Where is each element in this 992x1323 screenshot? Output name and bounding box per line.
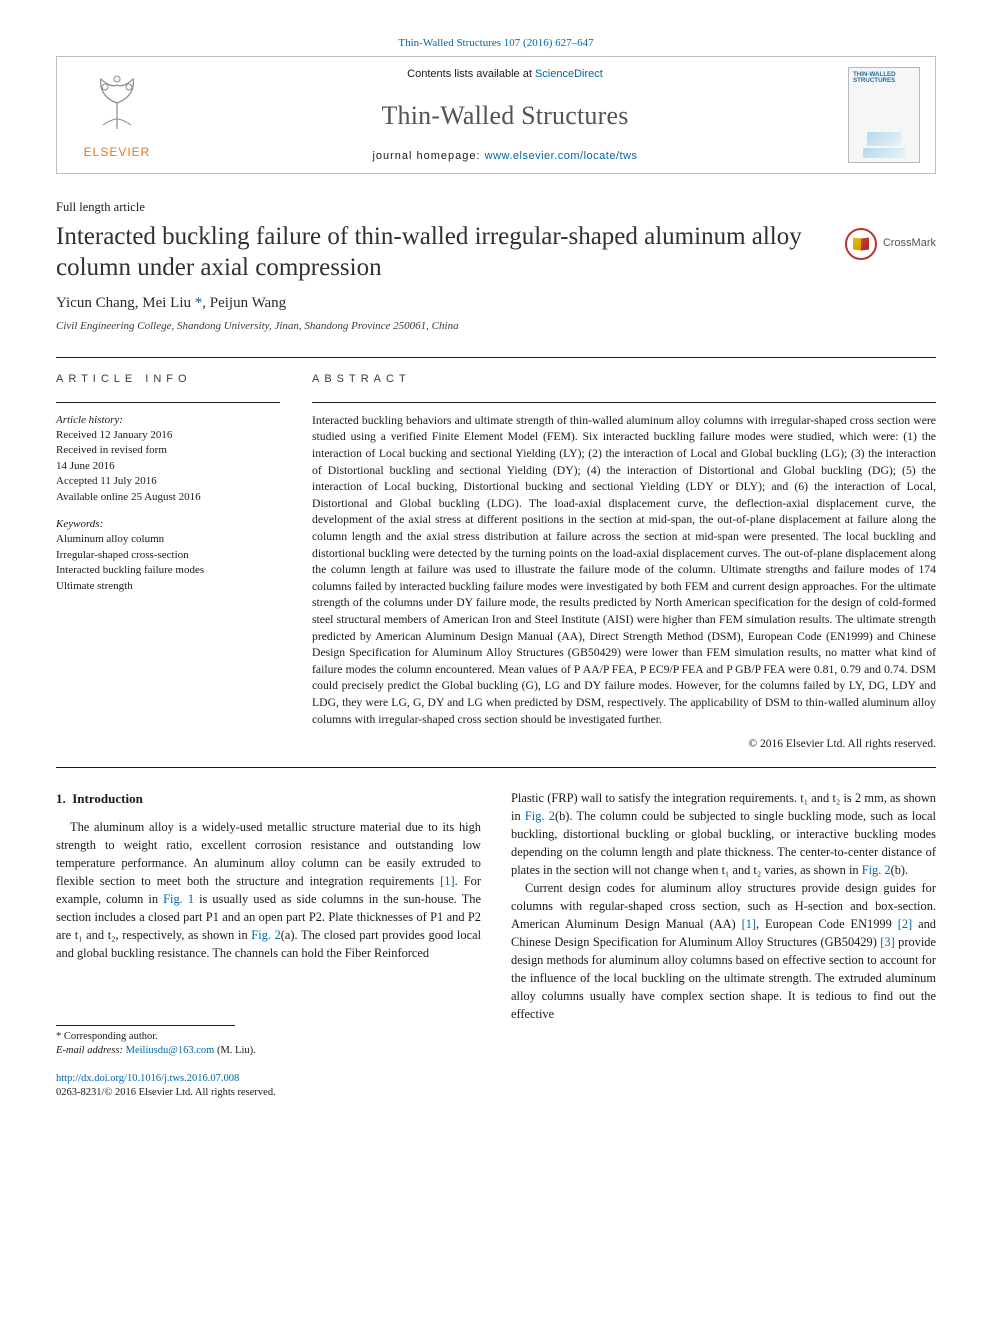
abstract-column: ABSTRACT Interacted buckling behaviors a… — [312, 372, 936, 753]
homepage-line: journal homepage: www.elsevier.com/locat… — [372, 149, 637, 165]
footnotes: * Corresponding author. E-mail address: … — [56, 1030, 481, 1058]
article-info-column: ARTICLE INFO Article history: Received 1… — [56, 372, 280, 753]
ref-link-1b[interactable]: [1] — [742, 917, 756, 931]
journal-name: Thin-Walled Structures — [381, 97, 628, 135]
journal-header: ELSEVIER Contents lists available at Sci… — [56, 56, 936, 174]
publisher-cell: ELSEVIER — [57, 57, 177, 173]
crossmark-label: CrossMark — [883, 236, 936, 252]
crossmark-badge[interactable]: CrossMark — [845, 222, 936, 260]
homepage-prefix: journal homepage: — [372, 150, 484, 162]
keywords-label: Keywords: — [56, 517, 280, 532]
contents-prefix: Contents lists available at — [407, 68, 535, 80]
abstract-heading: ABSTRACT — [312, 372, 936, 388]
fig-link-1[interactable]: Fig. 1 — [163, 892, 194, 906]
ref-link-2[interactable]: [2] — [898, 917, 912, 931]
ref-link-1[interactable]: [1] — [440, 874, 454, 888]
abstract-rule — [312, 402, 936, 403]
history-line: 14 June 2016 — [56, 459, 280, 474]
rule-top — [56, 357, 936, 358]
section-number: 1. — [56, 791, 66, 806]
corresponding-note: * Corresponding author. — [56, 1030, 481, 1044]
author-names-2: , Peijun Wang — [202, 295, 286, 311]
authors-line: Yicun Chang, Mei Liu *, Peijun Wang — [56, 293, 936, 315]
keyword: Aluminum alloy column — [56, 532, 280, 547]
cover-cell: THIN-WALLED STRUCTURES — [833, 57, 935, 173]
crossmark-icon — [845, 228, 877, 260]
affiliation: Civil Engineering College, Shandong Univ… — [56, 319, 936, 335]
email-link[interactable]: Meiliusdu@163.com — [126, 1045, 215, 1056]
fig-link-2b[interactable]: Fig. 2 — [525, 809, 555, 823]
keyword: Ultimate strength — [56, 579, 280, 594]
history-line: Accepted 11 July 2016 — [56, 474, 280, 489]
journal-homepage-link[interactable]: www.elsevier.com/locate/tws — [485, 150, 638, 162]
page-footer: http://dx.doi.org/10.1016/j.tws.2016.07.… — [56, 1072, 936, 1100]
body-paragraph: Plastic (FRP) wall to satisfy the integr… — [511, 790, 936, 880]
section-title: Introduction — [72, 791, 143, 806]
body-paragraph: The aluminum alloy is a widely-used meta… — [56, 819, 481, 963]
article-title: Interacted buckling failure of thin-wall… — [56, 222, 829, 283]
history-line: Received in revised form — [56, 443, 280, 458]
abstract-text: Interacted buckling behaviors and ultima… — [312, 413, 936, 729]
cover-title: THIN-WALLED STRUCTURES — [853, 72, 915, 85]
elsevier-wordmark: ELSEVIER — [83, 144, 151, 161]
email-label: E-mail address: — [56, 1045, 123, 1056]
cover-thumbnail: THIN-WALLED STRUCTURES — [848, 67, 920, 163]
elsevier-tree-icon — [83, 69, 151, 137]
issn-line: 0263-8231/© 2016 Elsevier Ltd. All right… — [56, 1086, 936, 1100]
keyword: Irregular-shaped cross-section — [56, 548, 280, 563]
rule-bottom — [56, 767, 936, 768]
cover-art-icon — [867, 132, 901, 146]
abstract-copyright: © 2016 Elsevier Ltd. All rights reserved… — [312, 736, 936, 753]
sciencedirect-link[interactable]: ScienceDirect — [535, 68, 603, 80]
article-info-heading: ARTICLE INFO — [56, 372, 280, 388]
body-paragraph: Current design codes for aluminum alloy … — [511, 880, 936, 1024]
doi-link[interactable]: http://dx.doi.org/10.1016/j.tws.2016.07.… — [56, 1073, 239, 1084]
contents-line: Contents lists available at ScienceDirec… — [407, 67, 603, 83]
email-suffix: (M. Liu). — [217, 1045, 256, 1056]
body-column-left: 1. Introduction The aluminum alloy is a … — [56, 790, 481, 1058]
fig-link-2a[interactable]: Fig. 2 — [251, 928, 280, 942]
history-label: Article history: — [56, 413, 280, 428]
article-type: Full length article — [56, 198, 936, 216]
header-center: Contents lists available at ScienceDirec… — [177, 57, 833, 173]
top-citation: Thin-Walled Structures 107 (2016) 627–64… — [56, 36, 936, 52]
keyword: Interacted buckling failure modes — [56, 563, 280, 578]
history-line: Available online 25 August 2016 — [56, 490, 280, 505]
fig-link-2b2[interactable]: Fig. 2 — [862, 863, 891, 877]
author-names-1: Yicun Chang, Mei Liu — [56, 295, 191, 311]
body-column-right: Plastic (FRP) wall to satisfy the integr… — [511, 790, 936, 1058]
citation-text[interactable]: Thin-Walled Structures 107 (2016) 627–64… — [398, 37, 593, 49]
section-heading: 1. Introduction — [56, 790, 481, 809]
ref-link-3[interactable]: [3] — [880, 935, 894, 949]
info-rule — [56, 402, 280, 403]
cover-art-icon — [863, 148, 905, 158]
history-line: Received 12 January 2016 — [56, 428, 280, 443]
